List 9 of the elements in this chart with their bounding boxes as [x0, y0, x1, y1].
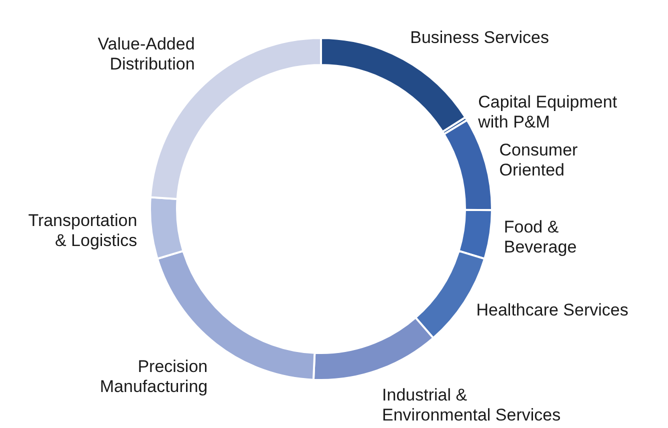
slice-label: Industrial & Environmental Services: [382, 386, 561, 425]
slice-label: Precision Manufacturing: [100, 357, 208, 396]
slice-label: Capital Equipment with P&M: [477, 92, 618, 132]
slice-label: Healthcare Services: [476, 300, 628, 320]
slice-label: Food & Beverage: [504, 218, 577, 257]
slice-label: Consumer Oriented: [499, 140, 578, 180]
slice-label: Transportation & Logistics: [28, 210, 138, 250]
slice-label: Business Services: [410, 28, 550, 47]
slice-label: Value-Added Distribution: [98, 34, 195, 74]
